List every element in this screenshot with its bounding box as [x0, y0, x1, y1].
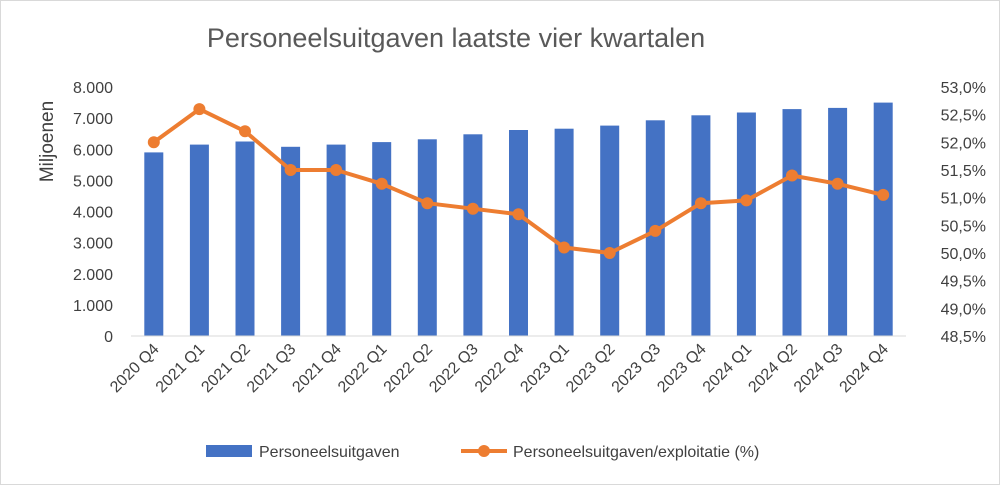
line-point-2021-q3 [284, 164, 297, 176]
x-tick-label: 2023 Q2 [563, 341, 618, 396]
right-axis-ticks: 48,5% 49,0% 49,5% 50,0% 50,5% 51,0% 51,5% 52,0%… [941, 80, 986, 346]
y-axis-title: Miljoenen [37, 101, 58, 182]
bar-2021-q1 [189, 144, 209, 336]
bar-2022-q2 [417, 139, 437, 336]
x-tick-label: 2023 Q1 [517, 341, 572, 396]
line-point-2024-q1 [740, 194, 753, 207]
bar-2021-q3 [281, 146, 301, 336]
line-point-2021-q1 [193, 103, 206, 116]
left-tick-label: 4.000 [73, 205, 113, 222]
right-tick-label: 52,5% [941, 108, 986, 125]
bar-2022-q3 [463, 134, 483, 336]
line-point-2021-q4 [330, 164, 343, 176]
left-tick-label: 2.000 [73, 267, 113, 284]
bar-2023-q1 [554, 128, 574, 336]
right-tick-label: 48,5% [941, 329, 986, 346]
legend-bar-swatch [206, 445, 252, 457]
x-tick-label: 2020 Q4 [107, 341, 162, 396]
x-tick-label: 2021 Q1 [153, 341, 208, 396]
x-tick-label: 2024 Q4 [837, 341, 892, 396]
line-point-2024-q4 [877, 188, 890, 201]
x-tick-label: 2021 Q3 [244, 341, 299, 396]
line-point-2023-q4 [694, 197, 707, 210]
legend: Personeelsuitgaven Personeelsuitgaven/exp… [206, 444, 759, 461]
line-point-2022-q4 [512, 208, 525, 221]
x-tick-label: 2021 Q4 [289, 341, 344, 396]
x-tick-label: 2022 Q2 [381, 341, 436, 396]
legend-label-bars: Personeelsuitgaven [259, 444, 400, 461]
left-tick-label: 8.000 [73, 80, 113, 97]
bar-2021-q2 [235, 141, 255, 336]
right-tick-label: 51,0% [941, 191, 986, 208]
bars-layer [144, 102, 893, 337]
line-point-2023-q1 [558, 241, 571, 254]
x-tick-label: 2021 Q2 [198, 341, 253, 396]
left-tick-label: 7.000 [73, 111, 113, 128]
line-point-2022-q2 [421, 197, 434, 210]
left-tick-label: 6.000 [73, 142, 113, 159]
bar-2023-q4 [691, 115, 711, 336]
line-point-2024-q3 [831, 177, 844, 190]
bar-2020-q4 [144, 152, 164, 336]
right-tick-label: 49,0% [941, 301, 986, 318]
x-tick-label: 2022 Q3 [426, 341, 481, 396]
left-tick-label: 5.000 [73, 173, 113, 190]
line-point-2020-q4 [147, 136, 160, 149]
x-tick-label: 2022 Q1 [335, 341, 390, 396]
x-tick-label: 2024 Q2 [745, 341, 800, 396]
bar-2023-q2 [600, 125, 620, 336]
left-axis-ticks: 0 1.000 2.000 3.000 4.000 5.000 6.000 7.000 8.00… [73, 80, 113, 346]
right-tick-label: 50,0% [941, 246, 986, 263]
x-tick-label: 2024 Q1 [700, 341, 755, 396]
line-point-2021-q2 [239, 125, 251, 138]
line-point-2023-q3 [649, 224, 662, 237]
x-tick-label: 2024 Q3 [791, 341, 846, 396]
bar-2024-q3 [828, 107, 848, 337]
bar-2024-q4 [873, 102, 893, 336]
bar-2024-q1 [736, 112, 756, 336]
right-tick-label: 50,5% [941, 218, 986, 235]
line-point-2024-q2 [786, 169, 798, 182]
x-tick-label: 2023 Q3 [609, 341, 664, 396]
bar-2021-q4 [326, 144, 346, 336]
left-tick-label: 3.000 [73, 236, 113, 253]
right-tick-label: 53,0% [941, 80, 986, 97]
x-tick-label: 2022 Q4 [472, 341, 527, 396]
left-tick-label: 1.000 [73, 298, 113, 315]
line-point-2022-q3 [466, 202, 479, 215]
bar-2022-q4 [509, 130, 528, 336]
legend-label-line: Personeelsuitgaven/exploitatie (%) [513, 444, 759, 461]
left-tick-label: 0 [104, 329, 113, 346]
bar-2022-q1 [372, 142, 392, 336]
line-point-2023-q2 [603, 247, 616, 259]
right-tick-label: 49,5% [941, 274, 986, 291]
line-point-2022-q1 [375, 177, 388, 190]
x-tick-label: 2023 Q4 [654, 341, 709, 396]
legend-line-marker [478, 445, 490, 457]
right-tick-label: 51,5% [941, 163, 986, 180]
chart-title: Personeelsuitgaven laatste vier kwartale… [207, 23, 705, 53]
bar-2024-q2 [782, 109, 802, 336]
line-layer [147, 103, 890, 259]
right-tick-label: 52,0% [941, 135, 986, 152]
